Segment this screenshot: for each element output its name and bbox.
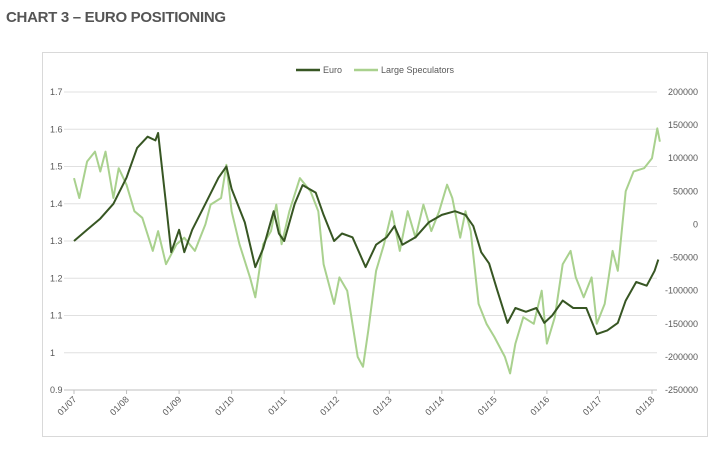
x-tick-label: 01/16 [528,394,551,417]
x-tick-label: 01/12 [318,394,341,417]
x-tick-label: 01/17 [581,394,604,417]
x-tick-label: 01/15 [476,394,499,417]
x-tick-label: 01/13 [371,394,394,417]
x-tick-label: 01/07 [55,394,78,417]
y-right-tick-label: 200000 [668,87,698,97]
x-tick-label: 01/10 [213,394,236,417]
y-right-tick-label: -50000 [670,253,698,263]
x-tick-label: 01/11 [266,394,289,417]
x-tick-label: 01/09 [161,394,184,417]
legend-label-large-speculators: Large Speculators [381,65,455,75]
chart-frame [42,52,708,437]
x-tick-label: 01/14 [423,394,446,417]
x-tick-label: 01/08 [108,394,131,417]
y-left-tick-label: 0.9 [50,385,63,395]
legend-label-euro: Euro [323,65,342,75]
series-line-euro [73,132,660,336]
y-left-tick-label: 1.1 [50,311,63,321]
y-right-tick-label: -200000 [665,352,698,362]
y-right-tick-label: 50000 [673,186,698,196]
y-right-tick-label: -250000 [665,385,698,395]
series-line-large-speculators [73,127,661,375]
y-left-tick-label: 1.5 [50,162,63,172]
y-left-tick-label: 1.3 [50,236,63,246]
y-right-tick-label: 150000 [668,120,698,130]
y-left-tick-label: 1 [50,348,55,358]
y-left-tick-label: 1.4 [50,199,63,209]
y-right-tick-label: -100000 [665,286,698,296]
chart-title: CHART 3 – EURO POSITIONING [6,9,226,26]
legend: Euro Large Speculators [296,65,455,75]
y-left-tick-label: 1.7 [50,87,63,97]
y-right-tick-label: 100000 [668,153,698,163]
y-left-tick-label: 1.2 [50,273,63,283]
y-right-tick-label: -150000 [665,319,698,329]
x-tick-label: 01/18 [633,394,656,417]
y-left-tick-label: 1.6 [50,124,63,134]
y-right-tick-label: 0 [693,219,698,229]
